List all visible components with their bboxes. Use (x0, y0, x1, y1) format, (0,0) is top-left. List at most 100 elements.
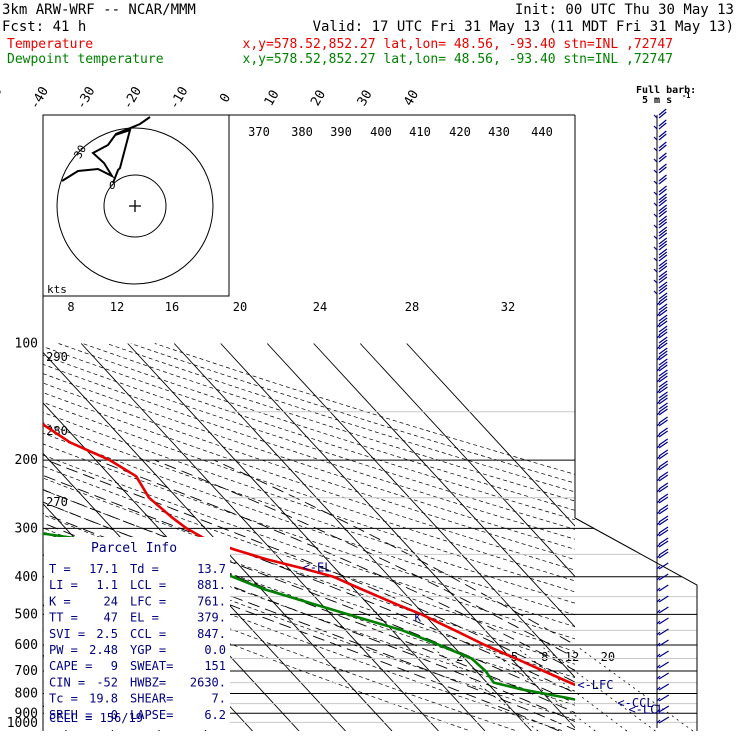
temperature-legend-label: Temperature (7, 37, 93, 52)
pressure-label: 700 (15, 664, 38, 679)
speed-label: 28 (405, 300, 419, 314)
dewpoint-legend-label: Dewpoint temperature (7, 52, 164, 67)
isotherm-label: -20 (120, 84, 145, 112)
wind-barb (656, 438, 669, 449)
wind-barb (656, 515, 669, 526)
parcel-info-background (44, 537, 230, 730)
parcel-info-cell: 151 (204, 659, 226, 673)
pressure-label: 500 (15, 607, 38, 622)
wind-barb (653, 237, 668, 251)
theta-label: 420 (449, 125, 471, 139)
wind-barb (656, 504, 669, 515)
parcel-info-cell: HWBZ= (130, 675, 166, 689)
speed-label: 8 (67, 300, 74, 314)
wind-barb (656, 650, 669, 658)
pressure-label: 800 (15, 686, 38, 701)
parcel-info-cell: 6.2 (204, 708, 226, 722)
speed-label: 12 (110, 300, 124, 314)
isotherm (266, 343, 575, 678)
pressure-label: 600 (15, 638, 38, 653)
wind-barb (656, 672, 670, 680)
isotherm-label: -50 (0, 84, 6, 112)
hodograph-ring-label-0: 0 (109, 179, 116, 192)
mixing-ratio-label: 12 (565, 650, 579, 664)
level-markers: <-EL <-LFC <-CCL<-LCL K (303, 561, 665, 717)
parcel-info-cell: CAPE = (49, 659, 92, 673)
parcel-info-cell: 2.48 (89, 643, 118, 657)
wind-barb (656, 716, 670, 724)
theta-side-labels: 290 280 270 (46, 350, 68, 509)
isotherm-label: 0 (217, 91, 234, 105)
dry-adiabat (43, 432, 575, 616)
pressure-label: 900 (15, 706, 38, 721)
parcel-cell: CELL = 156/19 (49, 711, 143, 725)
wind-barb (653, 174, 667, 185)
isotherm (220, 343, 575, 729)
parcel-info-cell: Td = (130, 562, 159, 576)
speed-label: 16 (165, 300, 179, 314)
wind-barb (656, 562, 669, 570)
wind-barb (656, 402, 668, 416)
wind-barb (656, 573, 669, 581)
parcel-info-cell: 19.8 (89, 692, 118, 706)
wind-barb (656, 460, 669, 471)
temperature-profile (43, 422, 575, 687)
parcel-info-cell: 379. (197, 611, 226, 625)
parcel-info-cell: 24 (104, 594, 118, 608)
speed-labels: 8 12 16 20 24 28 32 (67, 300, 515, 314)
speed-label: 24 (313, 300, 327, 314)
wind-barb (656, 639, 669, 647)
wind-barbs (653, 108, 670, 724)
wind-barb (653, 108, 667, 119)
dry-adiabat (43, 412, 575, 593)
hodograph-inner-ring (103, 174, 167, 238)
pressure-label: 100 (15, 337, 38, 352)
parcel-info-cell: EL = (130, 611, 159, 625)
wind-barb (656, 595, 669, 603)
theta-side-label: 280 (46, 424, 68, 438)
parcel-info-cell: SWEAT= (130, 659, 173, 673)
moist-adiabat (154, 459, 575, 659)
wind-barb (656, 380, 668, 394)
isotherm-label: -30 (74, 84, 99, 112)
wind-barb (656, 416, 668, 427)
parcel-info-panel: Parcel Info T = 17.1 Td = 13.7 LI = 1.1 LCL = 8… (44, 537, 230, 730)
parcel-info-cell: 7. (212, 692, 226, 706)
theta-label: 430 (488, 125, 510, 139)
parcel-info-cell: 17.1 (89, 562, 118, 576)
wind-barb (656, 482, 669, 493)
pressure-label: 400 (15, 570, 38, 585)
parcel-info-cell: 2630. (190, 675, 226, 689)
dry-adiabat (43, 354, 575, 530)
dry-adiabat (43, 554, 518, 731)
hodograph-outer-ring (56, 127, 214, 285)
parcel-info-cell: 47 (104, 611, 118, 625)
header: 3km ARW-WRF -- NCAR/MMM Init: 00 UTC Thu… (2, 2, 734, 67)
valid-time: Valid: 17 UTC Fri 31 May 13 (11 MDT Fri … (313, 19, 734, 35)
level-marker: <-CCL (617, 696, 653, 710)
forecast-hour: Fcst: 41 h (2, 19, 86, 35)
dewpoint-location: x,y=578.52,852.27 lat,lon= 48.56, -93.40… (243, 52, 673, 67)
dry-adiabat (43, 514, 575, 706)
wind-barb (653, 281, 668, 295)
wind-barb (653, 215, 668, 229)
moist-adiabat (213, 459, 575, 646)
pressure-label: 300 (15, 521, 38, 536)
isotherm (80, 343, 439, 731)
isotherm (359, 343, 575, 578)
wind-barb (653, 259, 668, 273)
wind-barb (653, 248, 668, 262)
wind-barb (656, 358, 668, 372)
wind-barb (653, 163, 667, 174)
pressure-label: 1000 (7, 716, 38, 731)
wind-barb (656, 526, 669, 537)
wind-legend-unit: -1 (682, 92, 690, 100)
parcel-info-cell: 2.5 (96, 627, 118, 641)
temperature-location: x,y=578.52,852.27 lat,lon= 48.56, -93.40… (243, 37, 673, 52)
speed-label: 20 (233, 300, 247, 314)
mixing-ratio-label: 8 (541, 650, 548, 664)
parcel-info-cell: SHEAR= (130, 692, 173, 706)
wind-barb (653, 204, 668, 218)
parcel-info-cell: PW = (49, 643, 78, 657)
